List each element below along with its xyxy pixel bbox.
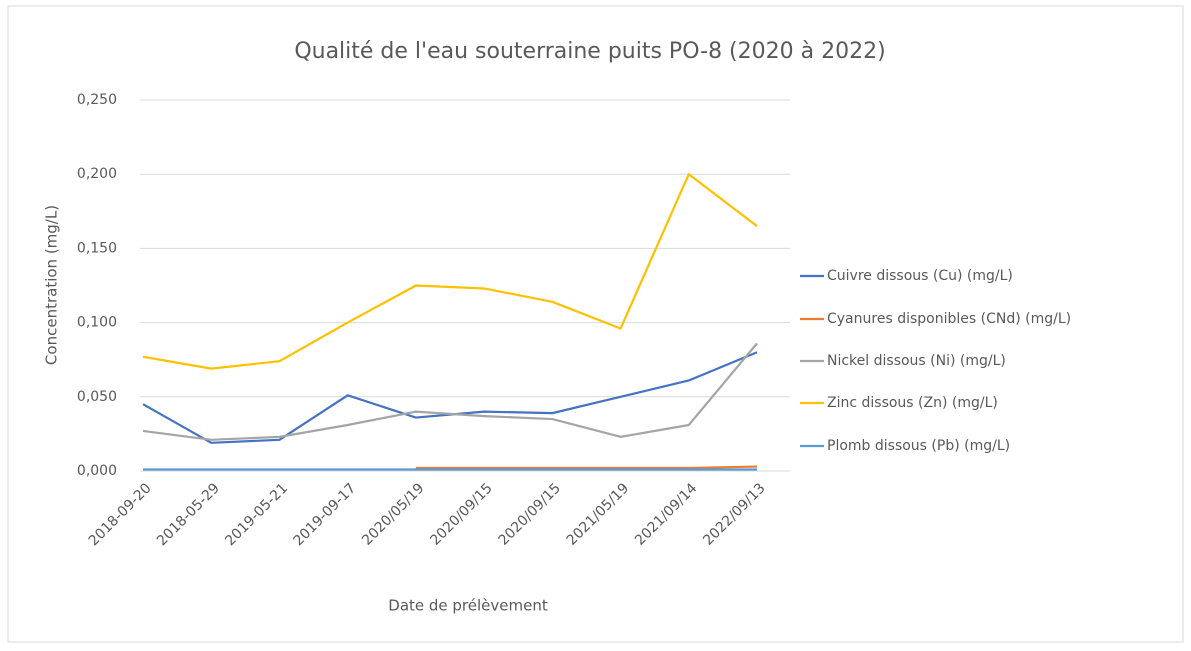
series-line xyxy=(142,342,758,441)
legend-label: Cuivre dissous (Cu) (mg/L) xyxy=(827,268,1013,284)
y-tick-label: 0,150 xyxy=(77,240,117,256)
series-line xyxy=(142,173,758,370)
y-tick-label: 0,250 xyxy=(77,92,117,108)
legend-label: Nickel dissous (Ni) (mg/L) xyxy=(827,353,1006,369)
legend-label: Zinc dissous (Zn) (mg/L) xyxy=(827,395,998,411)
series-line xyxy=(415,465,758,470)
y-tick-label: 0,100 xyxy=(77,315,117,331)
chart-frame xyxy=(7,5,1184,643)
y-tick-label: 0,000 xyxy=(77,463,117,479)
x-axis-label: Date de prélèvement xyxy=(388,597,548,615)
chart-title: Qualité de l'eau souterraine puits PO-8 … xyxy=(294,39,885,64)
y-axis-label: Concentration (mg/L) xyxy=(43,205,61,365)
legend-label: Plomb dissous (Pb) (mg/L) xyxy=(827,438,1010,454)
legend-label: Cyanures disponibles (CNd) (mg/L) xyxy=(827,311,1071,327)
y-tick-label: 0,200 xyxy=(77,166,117,182)
y-tick-label: 0,050 xyxy=(77,389,117,405)
